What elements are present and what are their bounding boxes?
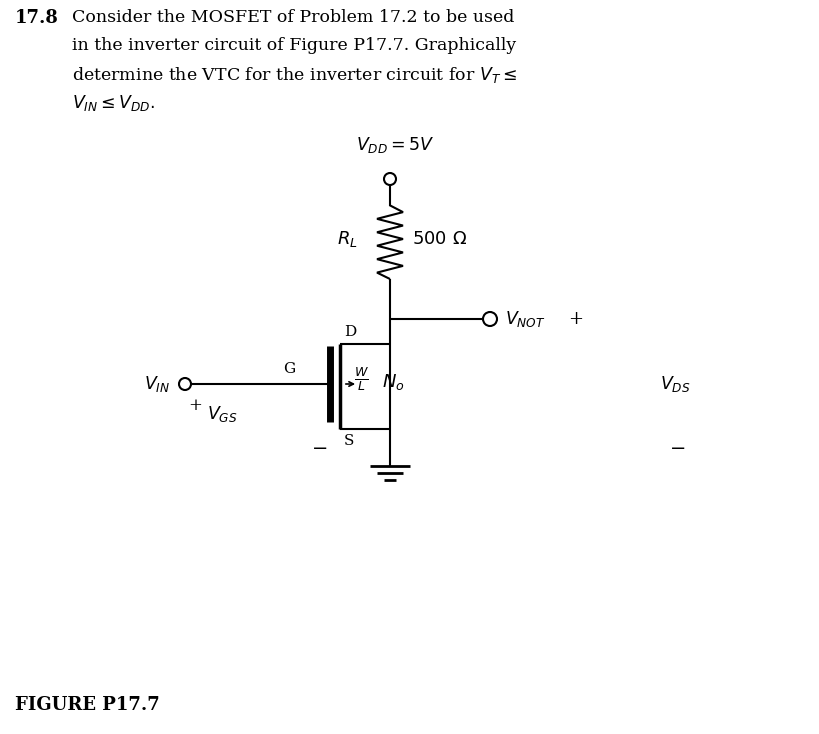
Text: +: + bbox=[188, 397, 201, 414]
Text: $N_o$: $N_o$ bbox=[382, 372, 405, 392]
Text: Consider the MOSFET of Problem 17.2 to be used: Consider the MOSFET of Problem 17.2 to b… bbox=[72, 9, 514, 26]
Text: S: S bbox=[344, 434, 355, 448]
Text: determine the VTC for the inverter circuit for $V_T \leq$: determine the VTC for the inverter circu… bbox=[72, 65, 517, 85]
Text: $V_{NOT}$: $V_{NOT}$ bbox=[505, 309, 545, 329]
Text: FIGURE P17.7: FIGURE P17.7 bbox=[15, 696, 160, 714]
Text: G: G bbox=[283, 362, 295, 376]
Text: $V_{IN} \leq V_{DD}.$: $V_{IN} \leq V_{DD}.$ bbox=[72, 93, 155, 113]
Text: $\frac{W}{L}$: $\frac{W}{L}$ bbox=[354, 365, 369, 393]
Text: $V_{GS}$: $V_{GS}$ bbox=[207, 404, 238, 424]
Text: $R_L$: $R_L$ bbox=[337, 229, 358, 249]
Text: −: − bbox=[670, 440, 686, 458]
Text: −: − bbox=[311, 440, 328, 458]
Text: $V_{DS}$: $V_{DS}$ bbox=[660, 374, 690, 394]
Text: 17.8: 17.8 bbox=[15, 9, 59, 27]
Text: $500\ \Omega$: $500\ \Omega$ bbox=[412, 230, 467, 248]
Text: +: + bbox=[568, 310, 583, 328]
Text: in the inverter circuit of Figure P17.7. Graphically: in the inverter circuit of Figure P17.7.… bbox=[72, 37, 516, 54]
Text: $V_{DD} = 5V$: $V_{DD} = 5V$ bbox=[355, 135, 434, 155]
Text: $V_{IN}$: $V_{IN}$ bbox=[144, 374, 170, 394]
Text: D: D bbox=[344, 325, 356, 339]
